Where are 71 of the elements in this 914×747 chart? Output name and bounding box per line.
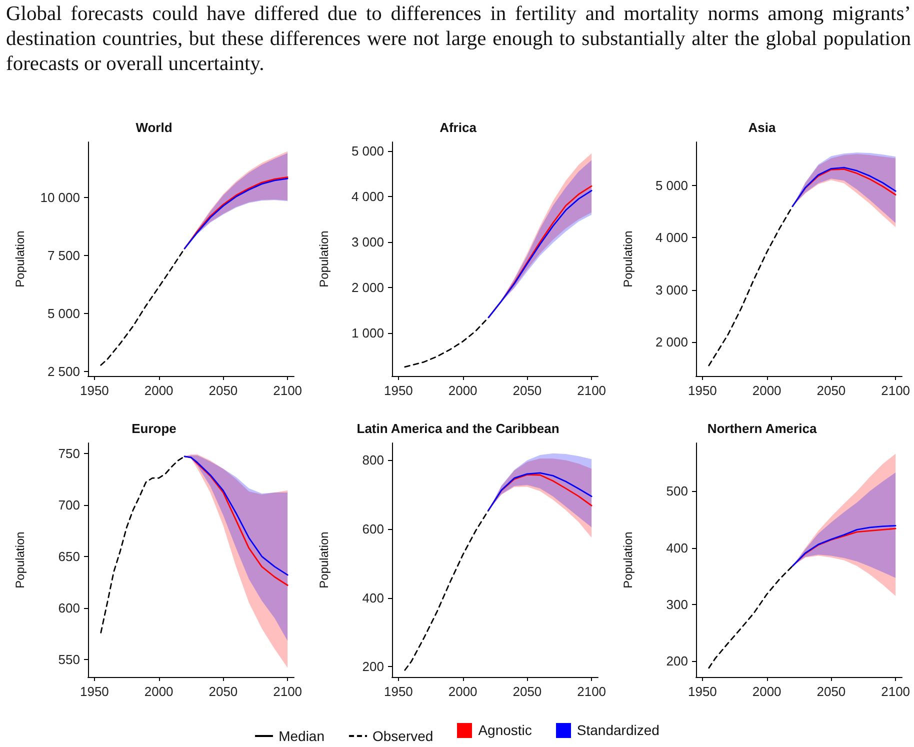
y-tick-label: 7 500 [47,248,80,264]
y-axis-title: Population [317,230,331,288]
y-tick-label: 4 000 [351,189,384,204]
x-tick-label: 2100 [577,383,606,398]
y-tick-label: 600 [362,522,384,537]
y-tick-label: 1 000 [351,325,384,340]
y-axis-title: Population [13,230,27,288]
x-tick-label: 2000 [448,684,478,699]
y-tick-label: 2 000 [351,280,384,295]
y-tick-label: 10 000 [40,190,80,206]
x-tick-label: 1950 [80,684,109,699]
y-tick-label: 600 [58,600,80,616]
x-tick-label: 2100 [881,684,910,699]
x-tick-label: 2000 [144,383,174,398]
chart-title: Northern America [707,421,818,436]
x-tick-label: 2100 [273,383,302,398]
y-tick-label: 2 500 [47,364,80,379]
legend-label: Observed [372,728,434,744]
y-tick-label: 2 000 [655,334,688,350]
y-tick-label: 3 000 [655,282,688,298]
x-tick-label: 2000 [144,684,174,699]
y-axis-title: Population [317,532,331,588]
x-tick-label: 1950 [384,684,413,699]
text: Global forecasts could have differed due to differences in fertility and mortality norms among migrants’ destination countries, but these differences were not large enough to substantially alter the global population forecasts or overall uncertainty. [6,2,911,77]
chart-title: World [136,120,172,135]
line-series [708,565,794,669]
x-tick-label: 2000 [752,383,782,398]
text: Median [278,728,324,744]
chart-title: Asia [748,120,776,135]
y-tick-label: 200 [666,654,688,669]
line-series [404,316,490,368]
x-tick-label: 2050 [816,383,846,398]
x-tick-label: 2050 [512,684,542,699]
y-tick-label: 500 [666,484,688,499]
x-tick-label: 2100 [881,383,910,398]
y-tick-label: 5 000 [655,178,688,193]
legend-label: Agnostic [478,722,532,738]
y-tick-label: 4 000 [655,230,688,246]
chart-title: Europe [132,421,176,436]
x-tick-label: 2050 [208,684,238,699]
y-tick-label: 5 000 [47,306,80,321]
line-series [100,456,186,634]
legend-label: Standardized [576,722,660,738]
chart-title: Africa [440,120,478,135]
x-tick-label: 1950 [80,383,109,398]
y-tick-label: 5 000 [351,144,384,159]
x-tick-label: 2050 [816,684,846,699]
x-tick-label: 1950 [384,383,413,398]
y-tick-label: 400 [362,590,384,606]
y-tick-label: 800 [362,452,384,468]
y-tick-label: 650 [58,548,80,564]
x-tick-label: 1950 [688,383,717,398]
line-series [404,509,490,671]
x-tick-label: 2100 [577,684,606,699]
y-tick-label: 3 000 [351,234,384,250]
y-axis-title: Population [621,230,635,288]
y-tick-label: 700 [58,497,80,512]
y-axis-title: Population [621,532,635,588]
x-tick-label: 2050 [512,383,542,398]
y-tick-label: 200 [362,659,384,674]
x-tick-label: 2000 [448,383,478,398]
chart-title: Latin America and the Caribbean [356,421,560,436]
x-tick-label: 2000 [752,684,782,699]
y-tick-label: 750 [58,446,80,461]
y-tick-label: 300 [666,596,688,612]
x-tick-label: 2050 [208,383,238,398]
y-tick-label: 400 [666,540,688,556]
x-tick-label: 2100 [273,684,302,699]
y-tick-label: 550 [58,652,80,667]
x-tick-label: 1950 [688,684,717,699]
y-axis-title: Population [13,532,27,588]
